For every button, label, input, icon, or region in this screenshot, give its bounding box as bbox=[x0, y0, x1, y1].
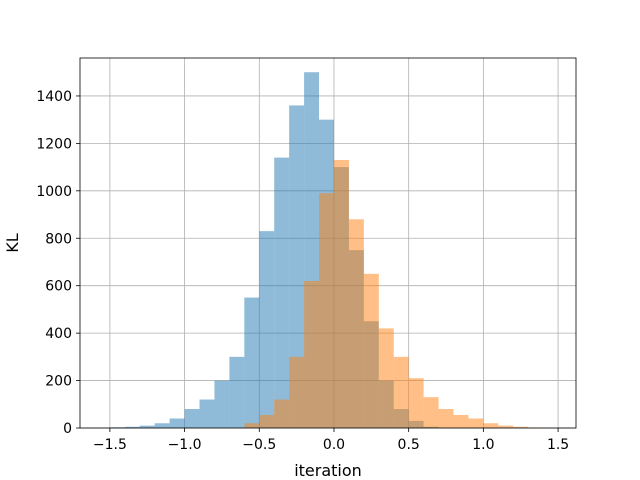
histogram-bar-series-1 bbox=[259, 231, 275, 428]
histogram-bar-series-2 bbox=[513, 426, 529, 428]
y-tick-label: 600 bbox=[45, 279, 72, 295]
histogram-bar-series-1 bbox=[139, 425, 155, 428]
x-tick-label: 0.0 bbox=[323, 437, 345, 453]
histogram-bar-series-1 bbox=[274, 157, 290, 428]
y-tick-label: 1400 bbox=[36, 89, 72, 105]
histogram-bar-series-2 bbox=[259, 414, 275, 428]
y-tick-label: 1200 bbox=[36, 136, 72, 152]
y-tick-label: 400 bbox=[45, 326, 72, 342]
x-tick-label: −1.5 bbox=[93, 437, 127, 453]
histogram-bar-series-2 bbox=[304, 280, 320, 428]
x-axis-label: iteration bbox=[294, 461, 362, 480]
histogram-bar-series-2 bbox=[378, 328, 394, 428]
histogram-bar-series-2 bbox=[438, 409, 454, 428]
histogram-bar-series-1 bbox=[199, 399, 215, 428]
histogram-bar-series-2 bbox=[423, 397, 439, 428]
x-tick-label: 0.5 bbox=[398, 437, 420, 453]
histogram-bar-series-2 bbox=[244, 423, 260, 428]
x-tick-label: −1.0 bbox=[168, 437, 202, 453]
y-tick-label: 200 bbox=[45, 374, 72, 390]
histogram-bar-series-1 bbox=[124, 426, 140, 428]
histogram-bar-series-2 bbox=[483, 423, 499, 428]
histogram-bar-series-2 bbox=[333, 159, 349, 428]
histogram-bar-series-2 bbox=[498, 425, 514, 428]
histogram-bar-series-2 bbox=[453, 414, 469, 428]
plot-frame bbox=[79, 57, 577, 429]
histogram-bar-series-2 bbox=[468, 418, 484, 428]
histogram-bar-series-2 bbox=[393, 356, 409, 428]
ticks: −1.5 −1.0 −0.5 0.0 0.5 1.0 1.5 0 200 400 600 800 100… bbox=[36, 89, 569, 453]
bars bbox=[109, 72, 544, 429]
x-tick-label: 1.0 bbox=[472, 437, 494, 453]
histogram-bar-series-1 bbox=[289, 105, 305, 428]
histogram-bar-series-1 bbox=[214, 380, 230, 428]
histogram-bar-series-2 bbox=[274, 399, 290, 428]
axes bbox=[79, 57, 577, 429]
histogram-bar-series-1 bbox=[184, 409, 200, 428]
histogram-bar-series-2 bbox=[289, 356, 305, 428]
y-tick-label: 1000 bbox=[36, 184, 72, 200]
x-tick-label: −0.5 bbox=[242, 437, 276, 453]
histogram-bar-series-1 bbox=[169, 418, 185, 428]
histogram-bar-series-2 bbox=[348, 219, 364, 428]
x-tick-label: 1.5 bbox=[547, 437, 569, 453]
histogram-bar-series-2 bbox=[408, 378, 424, 428]
histogram-bar-series-2 bbox=[319, 193, 334, 428]
histogram-bar-series-2 bbox=[363, 273, 379, 428]
histogram-bar-series-1 bbox=[229, 356, 245, 428]
y-tick-label: 800 bbox=[45, 231, 72, 247]
histogram-bar-series-1 bbox=[244, 297, 260, 428]
histogram-bar-series-1 bbox=[154, 423, 170, 428]
y-tick-label: 0 bbox=[63, 421, 72, 437]
y-axis-label: KL bbox=[3, 233, 22, 252]
